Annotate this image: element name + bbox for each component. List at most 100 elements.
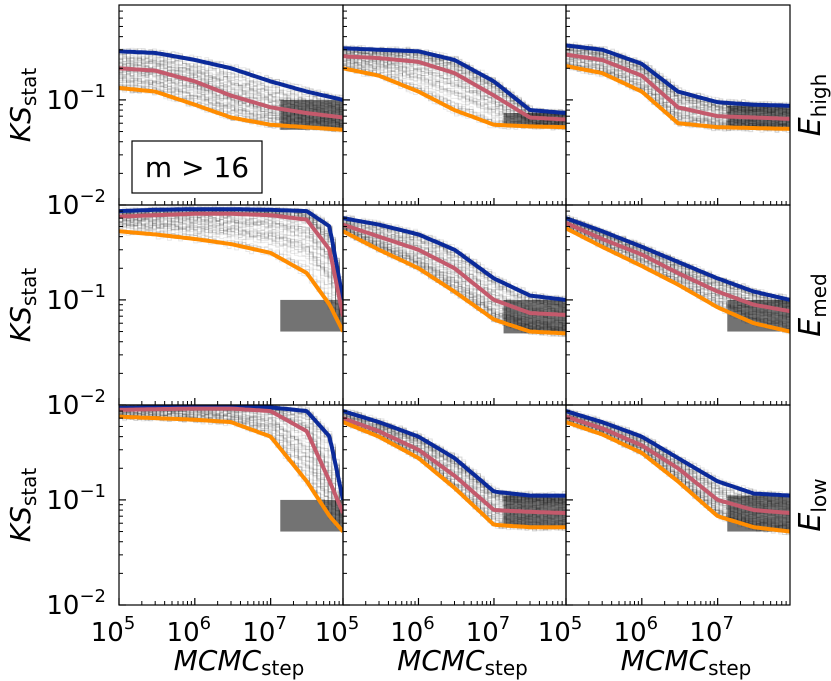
y-tick-label: 10−2 [46,586,106,621]
x-tick-label: 107 [242,613,287,648]
series-line-upper [566,409,790,498]
chain-trace [119,217,343,319]
series-line-lower [119,229,343,333]
chain-trace [119,223,343,324]
y-axis-title: KSstat [4,68,41,143]
chain-trace [119,409,343,519]
chain-trace [119,220,343,324]
chain-trace [119,413,343,529]
chain-trace [119,216,343,318]
chain-trace [119,224,343,327]
panel-low-3 [566,408,790,536]
chain-trace [343,216,566,308]
series-line-upper [343,216,566,302]
chain-trace [119,225,343,327]
x-axis-title: MCMCstep [397,644,528,680]
series-line-median [343,416,566,515]
converged-band [503,113,566,128]
series-line-upper [566,43,790,108]
converged-band [280,499,343,532]
row-label-med: Emed [793,273,831,336]
series-line-median [343,222,566,317]
chain-trace [566,219,790,304]
chain-trace [119,52,343,107]
chain-trace [119,230,343,333]
chain-trace [343,65,566,130]
chain-trace [119,408,343,521]
series-line-upper [119,49,343,102]
chain-trace [119,410,343,526]
series-line-median [119,211,343,317]
chain-trace [343,216,566,306]
chain-trace [119,222,343,329]
series-line-lower [119,85,343,132]
series-line-upper [566,216,790,302]
y-tick-label: 10−1 [46,481,106,516]
chain-trace [119,54,343,108]
chain-trace [119,221,343,322]
chain-trace [343,219,566,309]
chain-trace [119,219,343,325]
x-tick-label: 106 [390,613,435,648]
panel-low-1 [119,405,343,535]
chain-trace [119,412,343,524]
chain-trace [343,219,566,306]
series-line-lower [343,229,566,336]
annotation-box [131,140,263,194]
x-axis-title: MCMCstep [174,644,305,680]
chain-trace [343,218,566,308]
y-tick-label: 10−1 [46,281,106,316]
chain-trace [119,220,343,323]
chain-trace [119,214,343,320]
y-axis-title: KSstat [4,268,41,343]
panel-med-3 [566,214,790,335]
chain-trace [343,50,566,121]
chain-trace [119,216,343,320]
chain-trace [119,206,343,302]
panel-high-3 [566,41,790,133]
series-line-median [119,66,343,120]
panel-high-2 [343,44,566,131]
chain-trace [119,222,343,325]
x-tick-label: 105 [315,613,360,648]
chain-trace [119,223,343,324]
series-line-upper [343,409,566,498]
series-line-median [566,52,790,121]
series-line-lower [566,420,790,534]
chain-trace [343,49,566,118]
chain-trace [566,219,790,304]
converged-band [280,299,343,332]
chain-trace [119,412,343,527]
annotation-text: m > 16 [145,151,249,184]
series-line-upper [343,46,566,115]
chain-trace [119,408,343,519]
series-line-lower [566,64,790,131]
x-tick-label: 105 [538,613,583,648]
chain-trace [119,408,343,522]
y-axis-title: KSstat [4,468,41,543]
series-line-median [566,414,790,515]
series-line-lower [343,66,566,130]
chain-trace [119,219,343,322]
chain-trace [119,412,343,526]
x-tick-label: 105 [91,613,136,648]
y-tick-label: 10−1 [46,81,106,116]
panel-low-2 [343,409,566,532]
chain-trace [119,217,343,324]
chain-trace [119,216,343,321]
panel-high-1 [119,47,343,133]
chain-trace [119,220,343,326]
series-line-median [343,54,566,122]
chain-trace [343,410,566,498]
chain-trace [119,411,343,522]
series-line-lower [343,420,566,530]
chain-trace [119,221,343,325]
chain-trace [119,409,343,520]
panel-med-1 [119,205,343,336]
row-label-low: Elow [793,478,831,531]
chain-trace [119,408,343,522]
series-line-lower [566,226,790,334]
x-tick-label: 107 [689,613,734,648]
chain-trace [119,222,343,323]
